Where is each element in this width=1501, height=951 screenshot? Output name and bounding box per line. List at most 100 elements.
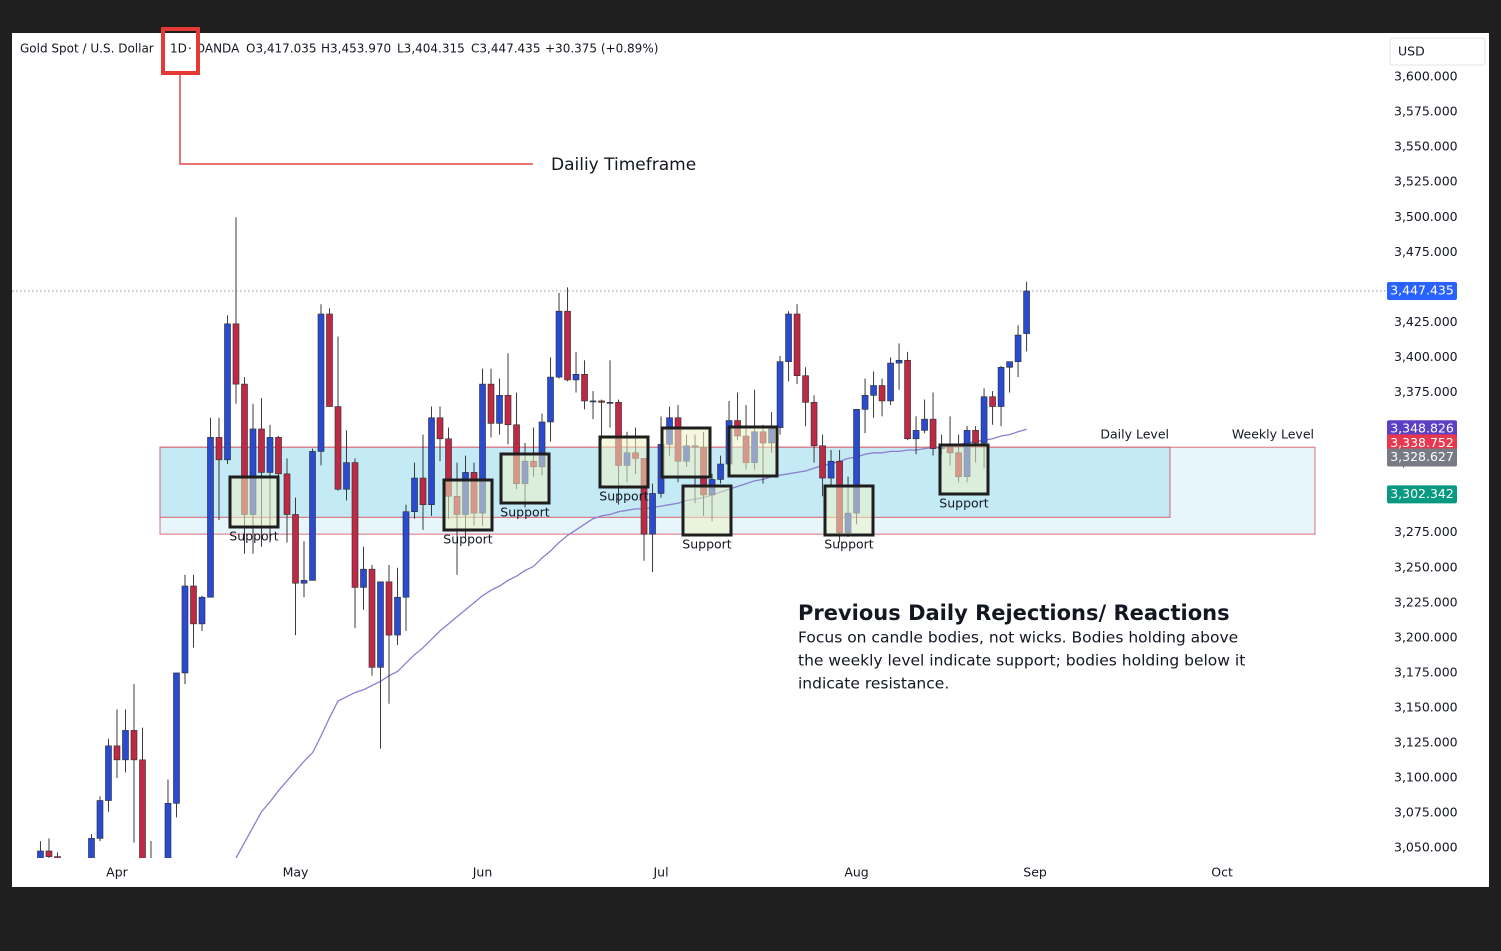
- y-tick-label: 3,400.000: [1394, 349, 1458, 364]
- candle-body: [1006, 361, 1013, 368]
- support-box: [228, 475, 280, 529]
- support-box: [727, 425, 779, 478]
- candle-body: [360, 568, 367, 588]
- candle-body: [258, 428, 265, 473]
- candle-body: [972, 430, 979, 444]
- support-box: [660, 426, 712, 479]
- candle-body: [215, 437, 223, 461]
- candle-body: [351, 462, 359, 588]
- candle-body: [326, 313, 333, 407]
- x-tick-label: Aug: [844, 865, 868, 880]
- candle-body: [63, 886, 69, 903]
- y-tick-label: 3,475.000: [1394, 244, 1458, 259]
- price-label: 3,302.342: [1390, 486, 1454, 501]
- candle-body: [504, 395, 512, 426]
- support-box: [938, 443, 990, 496]
- y-tick-label: 3,600.000: [1394, 69, 1458, 84]
- candle-body: [122, 730, 129, 761]
- candle-body: [80, 892, 86, 893]
- candle-body: [428, 417, 435, 505]
- candle-body: [802, 375, 809, 403]
- candle-body: [717, 463, 724, 480]
- note-line: Focus on candle bodies, not wicks. Bodie…: [798, 629, 1238, 647]
- candle-body: [555, 310, 563, 378]
- candle-body: [317, 313, 325, 452]
- candle-body: [411, 477, 418, 512]
- candle-body: [487, 383, 495, 424]
- candle-body: [564, 310, 571, 381]
- candle-body: [776, 361, 784, 428]
- candle-body: [810, 402, 818, 447]
- candle-body: [45, 850, 53, 857]
- level-label: Daily Level: [1100, 427, 1169, 442]
- candle-body: [912, 430, 920, 440]
- price-label: 3,328.627: [1390, 449, 1454, 464]
- candle-body: [198, 596, 206, 625]
- candle-body: [181, 585, 189, 674]
- candle-body: [266, 437, 274, 473]
- candle-body: [394, 596, 401, 636]
- candle-body: [997, 366, 1005, 407]
- y-tick-label: 3,175.000: [1394, 664, 1458, 679]
- y-tick-label: 3,375.000: [1394, 384, 1458, 399]
- candle-body: [1014, 334, 1022, 362]
- y-tick-label: 3,550.000: [1394, 139, 1458, 154]
- support-box: [499, 452, 551, 505]
- candle-body: [275, 437, 282, 475]
- y-tick-label: 3,500.000: [1394, 209, 1458, 224]
- candle-body: [300, 580, 308, 584]
- ohlc-legend: H3,453.970: [321, 42, 391, 56]
- y-tick-label: 3,050.000: [1394, 840, 1458, 855]
- candle-body: [71, 892, 77, 903]
- y-tick-label: 3,250.000: [1394, 559, 1458, 574]
- candle-body: [54, 856, 61, 858]
- price-label: 3,338.752: [1390, 435, 1454, 450]
- note-line: the weekly level indicate support; bodie…: [798, 652, 1245, 670]
- price-label-bg: [1387, 434, 1457, 453]
- annotation: Dailiy Timeframe: [551, 155, 696, 175]
- candle-body: [921, 418, 928, 431]
- candle-body: [343, 462, 350, 490]
- candle-body: [827, 460, 835, 479]
- price-label-bg: [1387, 448, 1457, 467]
- ohlc-legend: C3,447.435: [471, 42, 540, 56]
- x-tick-label: May: [283, 865, 309, 880]
- note-title: Previous Daily Rejections/ Reactions: [798, 601, 1230, 625]
- candle-body: [130, 730, 138, 761]
- candle-body: [139, 759, 146, 858]
- moving-average: [235, 428, 1027, 858]
- support-label: Support: [682, 537, 732, 552]
- support-box: [442, 478, 494, 532]
- candle-body: [589, 400, 597, 403]
- candle-body: [793, 313, 801, 376]
- candle-body: [572, 373, 580, 381]
- candle-body: [819, 445, 826, 479]
- annotation-line: [179, 74, 533, 165]
- price-label-bg: [1387, 281, 1457, 300]
- y-tick-label: 3,425.000: [1394, 314, 1458, 329]
- candle-body: [581, 373, 588, 402]
- y-tick-label: 3,150.000: [1394, 699, 1458, 714]
- interval: 1D: [170, 42, 187, 56]
- source: · OANDA: [188, 42, 240, 56]
- plot: [12, 217, 1387, 945]
- candle-body: [785, 313, 792, 362]
- y-tick-label: 3,125.000: [1394, 735, 1458, 750]
- candle-body: [980, 396, 988, 444]
- candle-body: [989, 396, 996, 407]
- candle-body: [156, 944, 162, 945]
- price-label: 3,447.435: [1390, 282, 1454, 297]
- candle-body: [606, 402, 614, 404]
- candle-body: [861, 395, 869, 410]
- candle-body: [232, 323, 240, 385]
- x-tick-label: Jul: [652, 865, 668, 880]
- candle-body: [887, 362, 894, 402]
- currency-box: [1389, 37, 1486, 66]
- candle-body: [547, 376, 554, 423]
- candle-body: [904, 359, 911, 440]
- x-tick-label: Sep: [1023, 865, 1047, 880]
- candle-body: [190, 585, 197, 625]
- candle-body: [402, 511, 410, 598]
- price-label: 3,348.826: [1390, 421, 1454, 436]
